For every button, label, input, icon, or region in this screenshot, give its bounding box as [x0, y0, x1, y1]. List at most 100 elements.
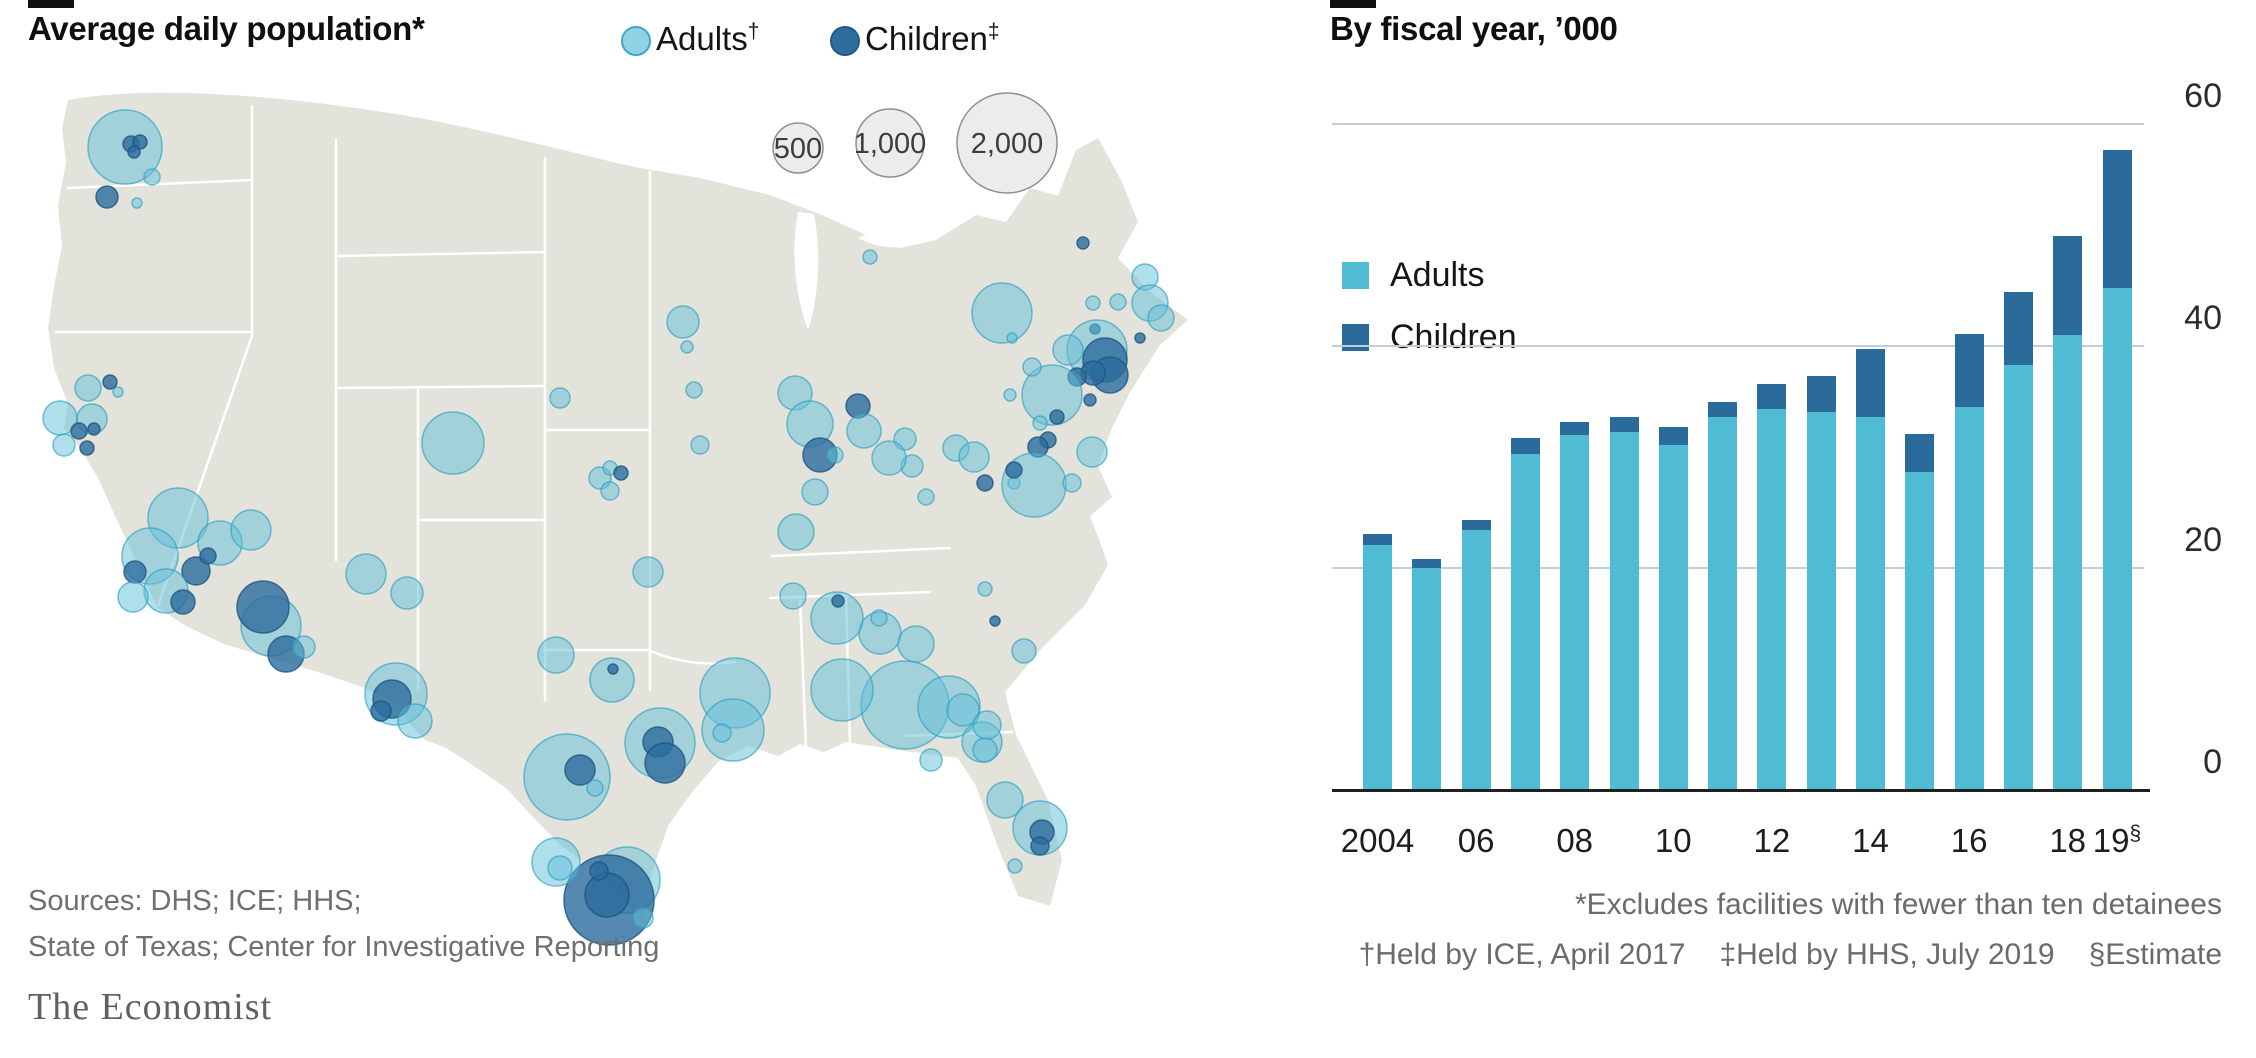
- bar-adults-2017: [2003, 364, 2033, 789]
- adults-bubble: [143, 168, 161, 186]
- adults-bubble: [586, 779, 604, 797]
- y-tick-40: 40: [2184, 299, 2222, 337]
- x-tick-06: 06: [1457, 822, 1495, 859]
- x-tick-10: 10: [1654, 822, 1692, 859]
- adults-bubble: [971, 282, 1033, 344]
- adults-bubble: [1011, 638, 1037, 664]
- adults-bubble: [777, 513, 815, 551]
- adults-bubble: [919, 748, 943, 772]
- children-bubble: [127, 145, 141, 159]
- adults-bubble: [685, 381, 703, 399]
- sources-line-1: Sources: DHS; ICE; HHS;: [28, 885, 362, 917]
- chart-legend-children-label: Children: [1390, 318, 1517, 356]
- adults-bubble: [74, 374, 102, 402]
- adults-bubble: [117, 581, 149, 613]
- children-bubble: [70, 422, 88, 440]
- size-key-label-500: 500: [774, 133, 822, 165]
- adults-bubble: [549, 387, 571, 409]
- adults-bubble: [390, 576, 424, 610]
- x-tick-18: 18: [2049, 822, 2087, 859]
- adults-bubble: [779, 582, 807, 610]
- adults-bubble: [977, 581, 993, 597]
- adults-bubble: [1085, 295, 1101, 311]
- x-tick-14: 14: [1852, 822, 1889, 859]
- adults-bubble: [701, 698, 765, 762]
- children-bubble: [79, 440, 95, 456]
- children-bubble: [181, 556, 211, 586]
- bar-children-2019: [2102, 149, 2132, 289]
- children-bubble: [613, 465, 629, 481]
- children-bubble: [1083, 393, 1097, 407]
- children-bubble: [170, 589, 196, 615]
- children-bubble: [199, 547, 217, 565]
- bar-adults-2004: [1363, 544, 1392, 789]
- adults-bubble: [846, 413, 882, 449]
- children-bubble: [976, 474, 994, 492]
- children-legend-dot: [830, 26, 860, 56]
- adults-bubble: [547, 855, 573, 881]
- bar-children-2016: [1954, 333, 1984, 408]
- bubble-size-key: 500 1,000 2,000: [772, 92, 1058, 194]
- children-bubble: [370, 700, 392, 722]
- adults-bubble: [537, 636, 575, 674]
- adults-bubble: [589, 657, 635, 703]
- footnote-daggers: †Held by ICE, April 2017 ‡Held by HHS, Ju…: [1359, 938, 2222, 972]
- bar-children-2009: [1609, 417, 1639, 432]
- chart-legend-adults-swatch: [1342, 262, 1369, 289]
- sources-line-2: State of Texas; Center for Investigative…: [28, 931, 660, 963]
- adults-dagger: †: [747, 20, 760, 43]
- adults-bubble: [230, 509, 272, 551]
- bar-children-2017: [2003, 291, 2033, 365]
- adults-bubble: [870, 609, 888, 627]
- size-key-label-1,000: 1,000: [854, 128, 927, 160]
- bar-children-2013: [1806, 376, 1836, 412]
- adults-bubble: [397, 703, 433, 739]
- bar-children-2011: [1708, 401, 1738, 418]
- adults-bubble: [632, 907, 654, 929]
- children-bubble: [95, 185, 119, 209]
- adults-bubble: [666, 305, 700, 339]
- y-tick-60: 60: [2184, 77, 2222, 115]
- adults-bubble: [292, 635, 316, 659]
- economist-tick-right: [1330, 0, 1376, 8]
- adults-bubble: [131, 197, 143, 209]
- children-bubble: [831, 594, 845, 608]
- y-tick-20: 20: [2184, 521, 2222, 559]
- children-bubble: [589, 861, 609, 881]
- bar-children-2004: [1363, 533, 1392, 545]
- adults-bubble: [1007, 858, 1023, 874]
- bar-children-2018: [2053, 236, 2083, 335]
- adults-bubble: [1032, 415, 1048, 431]
- children-bubble: [123, 560, 147, 584]
- chart-legend-adults-label: Adults: [1390, 256, 1485, 294]
- children-bubble: [236, 580, 290, 634]
- bar-children-2006: [1461, 520, 1491, 531]
- size-key-circle-2,000: [956, 92, 1058, 194]
- bar-adults-2016: [1954, 407, 1984, 789]
- bubble-layer: [42, 109, 1175, 946]
- gridline-20: [1332, 567, 2144, 569]
- children-bubble: [1049, 409, 1065, 425]
- gridline-60: [1332, 123, 2144, 125]
- bar-adults-2006: [1461, 530, 1491, 789]
- adults-bubble: [1003, 388, 1017, 402]
- adults-legend-label: Adults†: [656, 20, 760, 57]
- footnote-part-3: §Estimate: [2088, 938, 2222, 971]
- bar-adults-2005: [1412, 568, 1442, 789]
- bar-children-2015: [1905, 433, 1935, 472]
- size-key-label-2,000: 2,000: [971, 128, 1044, 160]
- footnote-part-1: †Held by ICE, April 2017: [1358, 938, 1686, 971]
- economist-logo-text: The Economist: [28, 986, 273, 1028]
- x-tick-2004: 2004: [1340, 822, 1415, 859]
- children-bubble: [607, 663, 619, 675]
- adults-bubble: [680, 340, 694, 354]
- adults-bubble: [986, 781, 1024, 819]
- x-tick-08: 08: [1556, 822, 1594, 859]
- adults-bubble: [801, 478, 829, 506]
- children-bubble: [1134, 332, 1146, 344]
- children-bubble: [1005, 461, 1023, 479]
- bar-adults-2008: [1560, 434, 1590, 789]
- bar-adults-2018: [2053, 335, 2083, 789]
- adults-bubble: [1006, 332, 1018, 344]
- adults-bubble: [690, 435, 710, 455]
